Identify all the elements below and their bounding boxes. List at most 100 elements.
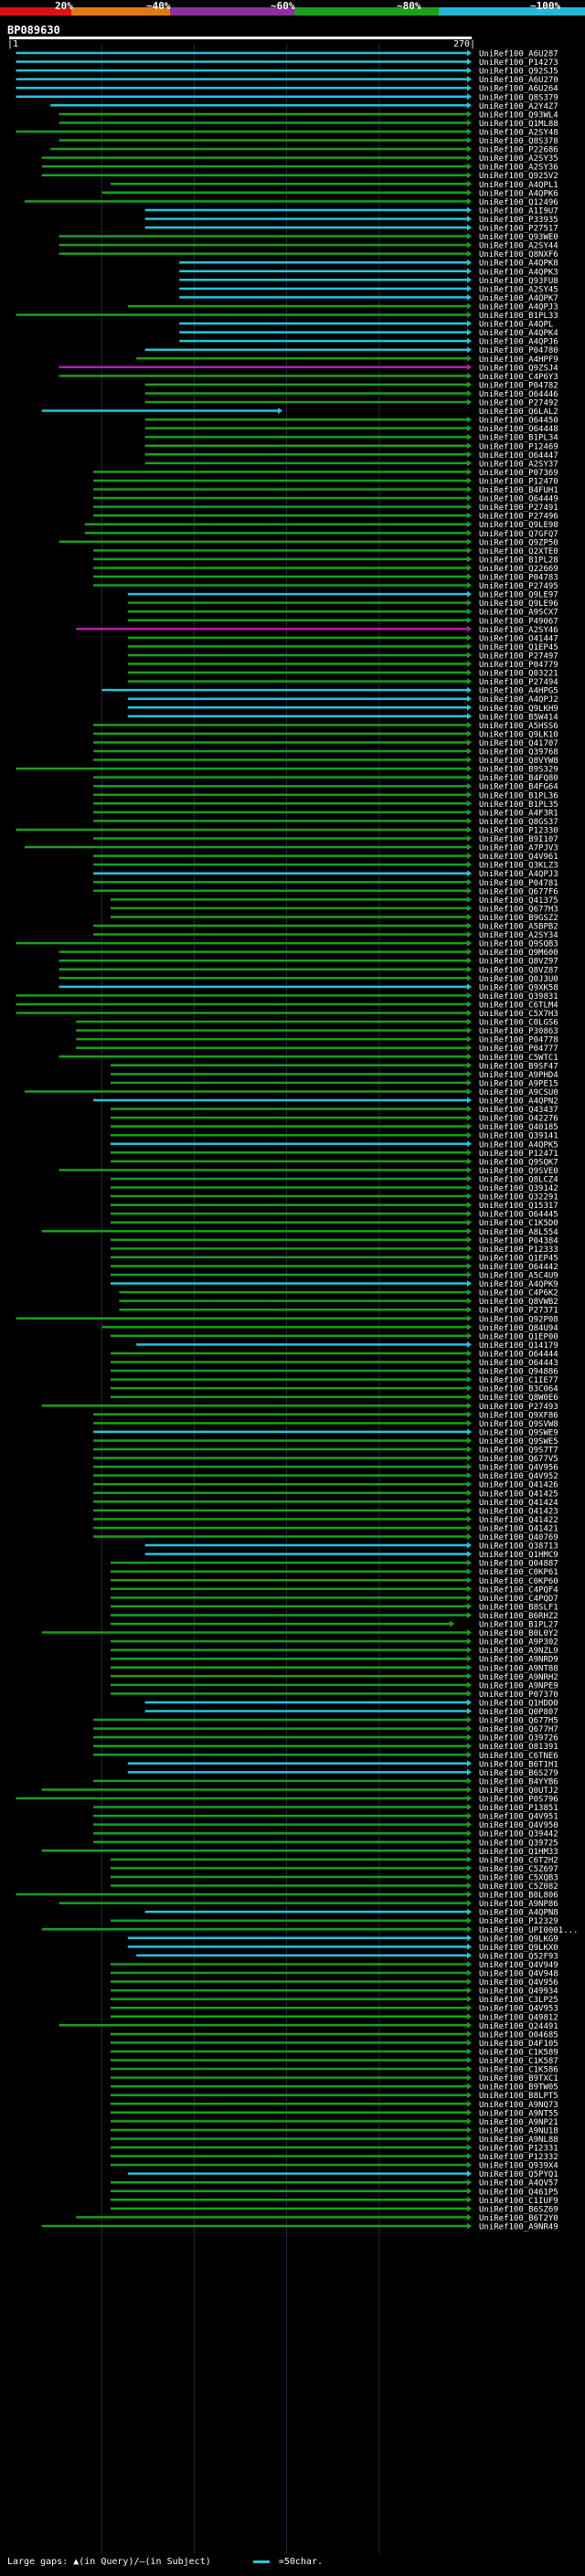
hit-id-label[interactable]: UniRef100_B1PL27 [479,1621,558,1630]
hit-id-label[interactable]: UniRef100_Q939X4 [479,2162,558,2171]
hit-id-label[interactable]: UniRef100_Q3KLZ3 [479,862,558,871]
hit-id-label[interactable]: UniRef100_B1PL33 [479,312,558,321]
hit-id-label[interactable]: UniRef100_Q8S378 [479,137,558,146]
hit-id-label[interactable]: UniRef100_B6S279 [479,1769,558,1778]
hit-id-label[interactable]: UniRef100_Q38713 [479,1542,558,1552]
hit-id-label[interactable]: UniRef100_Q9XF86 [479,1411,558,1420]
hit-id-label[interactable]: UniRef100_A2SY36 [479,164,558,173]
hit-id-label[interactable]: UniRef100_C6TNE6 [479,1752,558,1761]
hit-id-label[interactable]: UniRef100_B9TW05 [479,2083,558,2093]
hit-id-label[interactable]: UniRef100_P04779 [479,661,558,670]
hit-id-label[interactable]: UniRef100_Q9SQB3 [479,940,558,949]
hit-id-label[interactable]: UniRef100_A9SCX7 [479,609,558,618]
hit-id-label[interactable]: UniRef100_Q9LE97 [479,591,558,600]
hit-id-label[interactable]: UniRef100_A7PJV3 [479,844,558,853]
hit-id-label[interactable]: UniRef100_Q32291 [479,1193,558,1203]
hit-id-label[interactable]: UniRef100_Q4V956 [479,1464,558,1473]
hit-id-label[interactable]: UniRef100_A6U287 [479,50,558,59]
hit-id-label[interactable]: UniRef100_A4QPJ3 [479,302,558,312]
hit-id-label[interactable]: UniRef100_B0L0Y2 [479,1629,558,1638]
hit-id-label[interactable]: UniRef100_A9NRH2 [479,1673,558,1682]
hit-id-label[interactable]: UniRef100_Q1HMC9 [479,1551,558,1560]
hit-id-label[interactable]: UniRef100_Q1EP00 [479,1332,558,1341]
hit-id-label[interactable]: UniRef100_Q12496 [479,198,558,207]
hit-id-label[interactable]: UniRef100_B6SZ69 [479,2205,558,2214]
hit-id-label[interactable]: UniRef100_Q39831 [479,992,558,1002]
hit-id-label[interactable]: UniRef100_Q22669 [479,565,558,574]
hit-id-label[interactable]: UniRef100_Q41424 [479,1499,558,1508]
hit-id-label[interactable]: UniRef100_B6T1H1 [479,1760,558,1769]
hit-id-label[interactable]: UniRef100_P04384 [479,1236,558,1246]
hit-id-label[interactable]: UniRef100_P27494 [479,678,558,687]
hit-id-label[interactable]: UniRef100_Q925V2 [479,172,558,181]
hit-id-label[interactable]: UniRef100_Q9LKH9 [479,705,558,714]
hit-id-label[interactable]: UniRef100_P27517 [479,225,558,234]
hit-id-label[interactable]: UniRef100_A9NRD9 [479,1656,558,1665]
hit-id-label[interactable]: UniRef100_A4HPF9 [479,355,558,365]
hit-id-label[interactable]: UniRef100_O64443 [479,1359,558,1368]
hit-id-label[interactable]: UniRef100_UPI0001... [479,1926,578,1935]
hit-id-label[interactable]: UniRef100_Q1HDD0 [479,1699,558,1708]
hit-id-label[interactable]: UniRef100_Q04887 [479,1560,558,1569]
hit-id-label[interactable]: UniRef100_C6T2H2 [479,1856,558,1865]
hit-id-label[interactable]: UniRef100_P12469 [479,442,558,451]
hit-id-label[interactable]: UniRef100_Q9LKG9 [479,1935,558,1944]
hit-id-label[interactable]: UniRef100_Q9SQK7 [479,1158,558,1167]
hit-id-label[interactable]: UniRef100_P49067 [479,617,558,626]
hit-id-label[interactable]: UniRef100_A4QPJ3 [479,870,558,879]
hit-id-label[interactable]: UniRef100_A9NP86 [479,1900,558,1909]
hit-id-label[interactable]: UniRef100_B8SLF1 [479,1603,558,1612]
hit-id-label[interactable]: UniRef100_B1PL28 [479,556,558,565]
hit-id-label[interactable]: UniRef100_A4QPN8 [479,1909,558,1918]
hit-id-label[interactable]: UniRef100_A2SY34 [479,931,558,940]
hit-id-label[interactable]: UniRef100_O04685 [479,2030,558,2040]
hit-id-label[interactable]: UniRef100_C4P6Y3 [479,373,558,382]
hit-id-label[interactable]: UniRef100_P04778 [479,1036,558,1045]
hit-id-label[interactable]: UniRef100_B9I107 [479,835,558,844]
hit-id-label[interactable]: UniRef100_P27497 [479,652,558,661]
hit-id-label[interactable]: UniRef100_Q03221 [479,670,558,679]
hit-id-label[interactable]: UniRef100_B9SF47 [479,1062,558,1071]
hit-id-label[interactable]: UniRef100_Q0UTJ2 [479,1786,558,1796]
hit-id-label[interactable]: UniRef100_O81391 [479,1743,558,1752]
hit-id-label[interactable]: UniRef100_Q41422 [479,1516,558,1525]
hit-id-label[interactable]: UniRef100_C1IUF9 [479,2197,558,2206]
hit-id-label[interactable]: UniRef100_B0L806 [479,1892,558,1901]
hit-id-label[interactable]: UniRef100_O64444 [479,1350,558,1359]
hit-id-label[interactable]: UniRef100_A2SY46 [479,626,558,635]
hit-id-label[interactable]: UniRef100_Q8VZ87 [479,966,558,975]
hit-id-label[interactable]: UniRef100_A2SY48 [479,128,558,137]
hit-id-label[interactable]: UniRef100_Q677V5 [479,1455,558,1464]
hit-id-label[interactable]: UniRef100_P12329 [479,1917,558,1926]
hit-id-label[interactable]: UniRef100_B4YYB6 [479,1777,558,1786]
hit-id-label[interactable]: UniRef100_Q4V952 [479,1472,558,1481]
hit-id-label[interactable]: UniRef100_C0KP60 [479,1577,558,1586]
hit-id-label[interactable]: UniRef100_P0S796 [479,1796,558,1805]
hit-id-label[interactable]: UniRef100_Q8GS37 [479,818,558,827]
hit-id-label[interactable]: UniRef100_A4QPJ2 [479,695,558,705]
hit-id-label[interactable]: UniRef100_P27491 [479,504,558,513]
hit-id-label[interactable]: UniRef100_A4QPK9 [479,1280,558,1289]
hit-id-label[interactable]: UniRef100_C5X7H3 [479,1010,558,1019]
hit-id-label[interactable]: UniRef100_P27492 [479,399,558,408]
hit-id-label[interactable]: UniRef100_Q8NXF6 [479,250,558,260]
hit-id-label[interactable]: UniRef100_C4PQF4 [479,1585,558,1595]
hit-id-label[interactable]: UniRef100_Q9S7T7 [479,1447,558,1456]
hit-id-label[interactable]: UniRef100_A1I9U7 [479,207,558,216]
hit-id-label[interactable]: UniRef100_C4PQD7 [479,1595,558,1604]
hit-id-label[interactable]: UniRef100_Q4V951 [479,1813,558,1822]
hit-id-label[interactable]: UniRef100_Q1EP45 [479,1254,558,1263]
hit-id-label[interactable]: UniRef100_Q49812 [479,2013,558,2022]
hit-id-label[interactable]: UniRef100_Q4V949 [479,1961,558,1970]
hit-id-label[interactable]: UniRef100_P27496 [479,513,558,522]
hit-id-label[interactable]: UniRef100_C1K587 [479,2057,558,2066]
hit-id-label[interactable]: UniRef100_Q39142 [479,1184,558,1193]
hit-id-label[interactable]: UniRef100_A4QPJ6 [479,338,558,347]
hit-id-label[interactable]: UniRef100_P07370 [479,1691,558,1700]
hit-id-label[interactable]: UniRef100_C0KP61 [479,1568,558,1577]
hit-id-label[interactable]: UniRef100_Q84U94 [479,1324,558,1333]
hit-id-label[interactable]: UniRef100_P04777 [479,1044,558,1054]
hit-id-label[interactable]: UniRef100_P12330 [479,826,558,835]
hit-id-label[interactable]: UniRef100_C5Z697 [479,1865,558,1874]
hit-id-label[interactable]: UniRef100_C5WTC1 [479,1054,558,1063]
